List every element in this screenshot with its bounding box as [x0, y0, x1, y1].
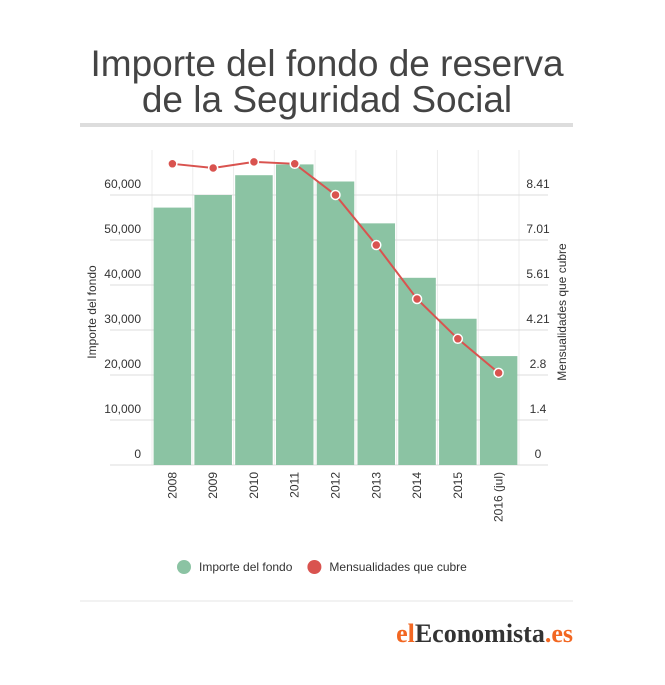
x-tick-label: 2013	[369, 472, 383, 499]
y2-tick-label: 5.61	[526, 267, 550, 281]
y2-tick-label: 8.41	[526, 177, 550, 191]
bar	[275, 164, 314, 465]
x-tick-label: 2012	[329, 472, 343, 499]
logo-suffix: .es	[545, 619, 573, 648]
x-tick-label: 2015	[451, 472, 465, 499]
line-point	[493, 367, 504, 379]
y-tick-label: 30,000	[104, 312, 141, 326]
y2-tick-label: 0	[535, 447, 542, 461]
y-tick-label: 10,000	[104, 402, 141, 416]
y2-tick-label: 2.8	[530, 357, 547, 371]
x-tick-label: 2008	[165, 472, 179, 499]
line-point	[289, 158, 300, 170]
x-tick-label: 2009	[206, 472, 220, 499]
y-tick-label: 50,000	[104, 222, 141, 236]
line-point	[330, 189, 341, 201]
legend-label: Importe del fondo	[199, 560, 293, 574]
line-point	[452, 333, 464, 345]
line-point	[248, 156, 260, 168]
y-tick-label: 60,000	[104, 177, 141, 191]
x-tick-label: 2010	[247, 472, 261, 499]
legend-marker	[307, 560, 322, 574]
logo: elEconomista.es	[396, 619, 573, 648]
y-axis-label: Importe del fondo	[85, 265, 99, 359]
line-point	[371, 239, 382, 251]
y2-tick-label: 7.01	[526, 222, 550, 236]
line-point	[411, 293, 423, 305]
y2-axis-label: Mensualidades que cubre	[555, 243, 569, 381]
bar	[398, 277, 436, 465]
bar	[194, 195, 232, 465]
bar	[316, 181, 355, 465]
chart-title: de la Seguridad Social	[142, 79, 512, 120]
x-tick-label: 2014	[410, 472, 424, 499]
bar	[153, 207, 192, 465]
x-tick-label: 2011	[288, 472, 302, 498]
legend-label: Mensualidades que cubre	[329, 560, 467, 574]
y-tick-label: 0	[134, 447, 141, 461]
bar	[235, 175, 273, 465]
x-tick-label: 2016 (jul)	[492, 472, 506, 522]
logo-name: Economista	[415, 619, 545, 648]
bar	[357, 223, 396, 465]
logo-prefix: el	[396, 619, 415, 648]
chart-title: Importe del fondo de reserva	[90, 43, 563, 84]
y-tick-label: 20,000	[104, 357, 141, 371]
line-point	[207, 162, 219, 174]
y-tick-label: 40,000	[104, 267, 141, 281]
line-point	[167, 158, 178, 170]
y2-tick-label: 4.21	[526, 312, 550, 326]
y2-tick-label: 1.4	[530, 402, 547, 416]
legend-marker	[177, 560, 191, 574]
